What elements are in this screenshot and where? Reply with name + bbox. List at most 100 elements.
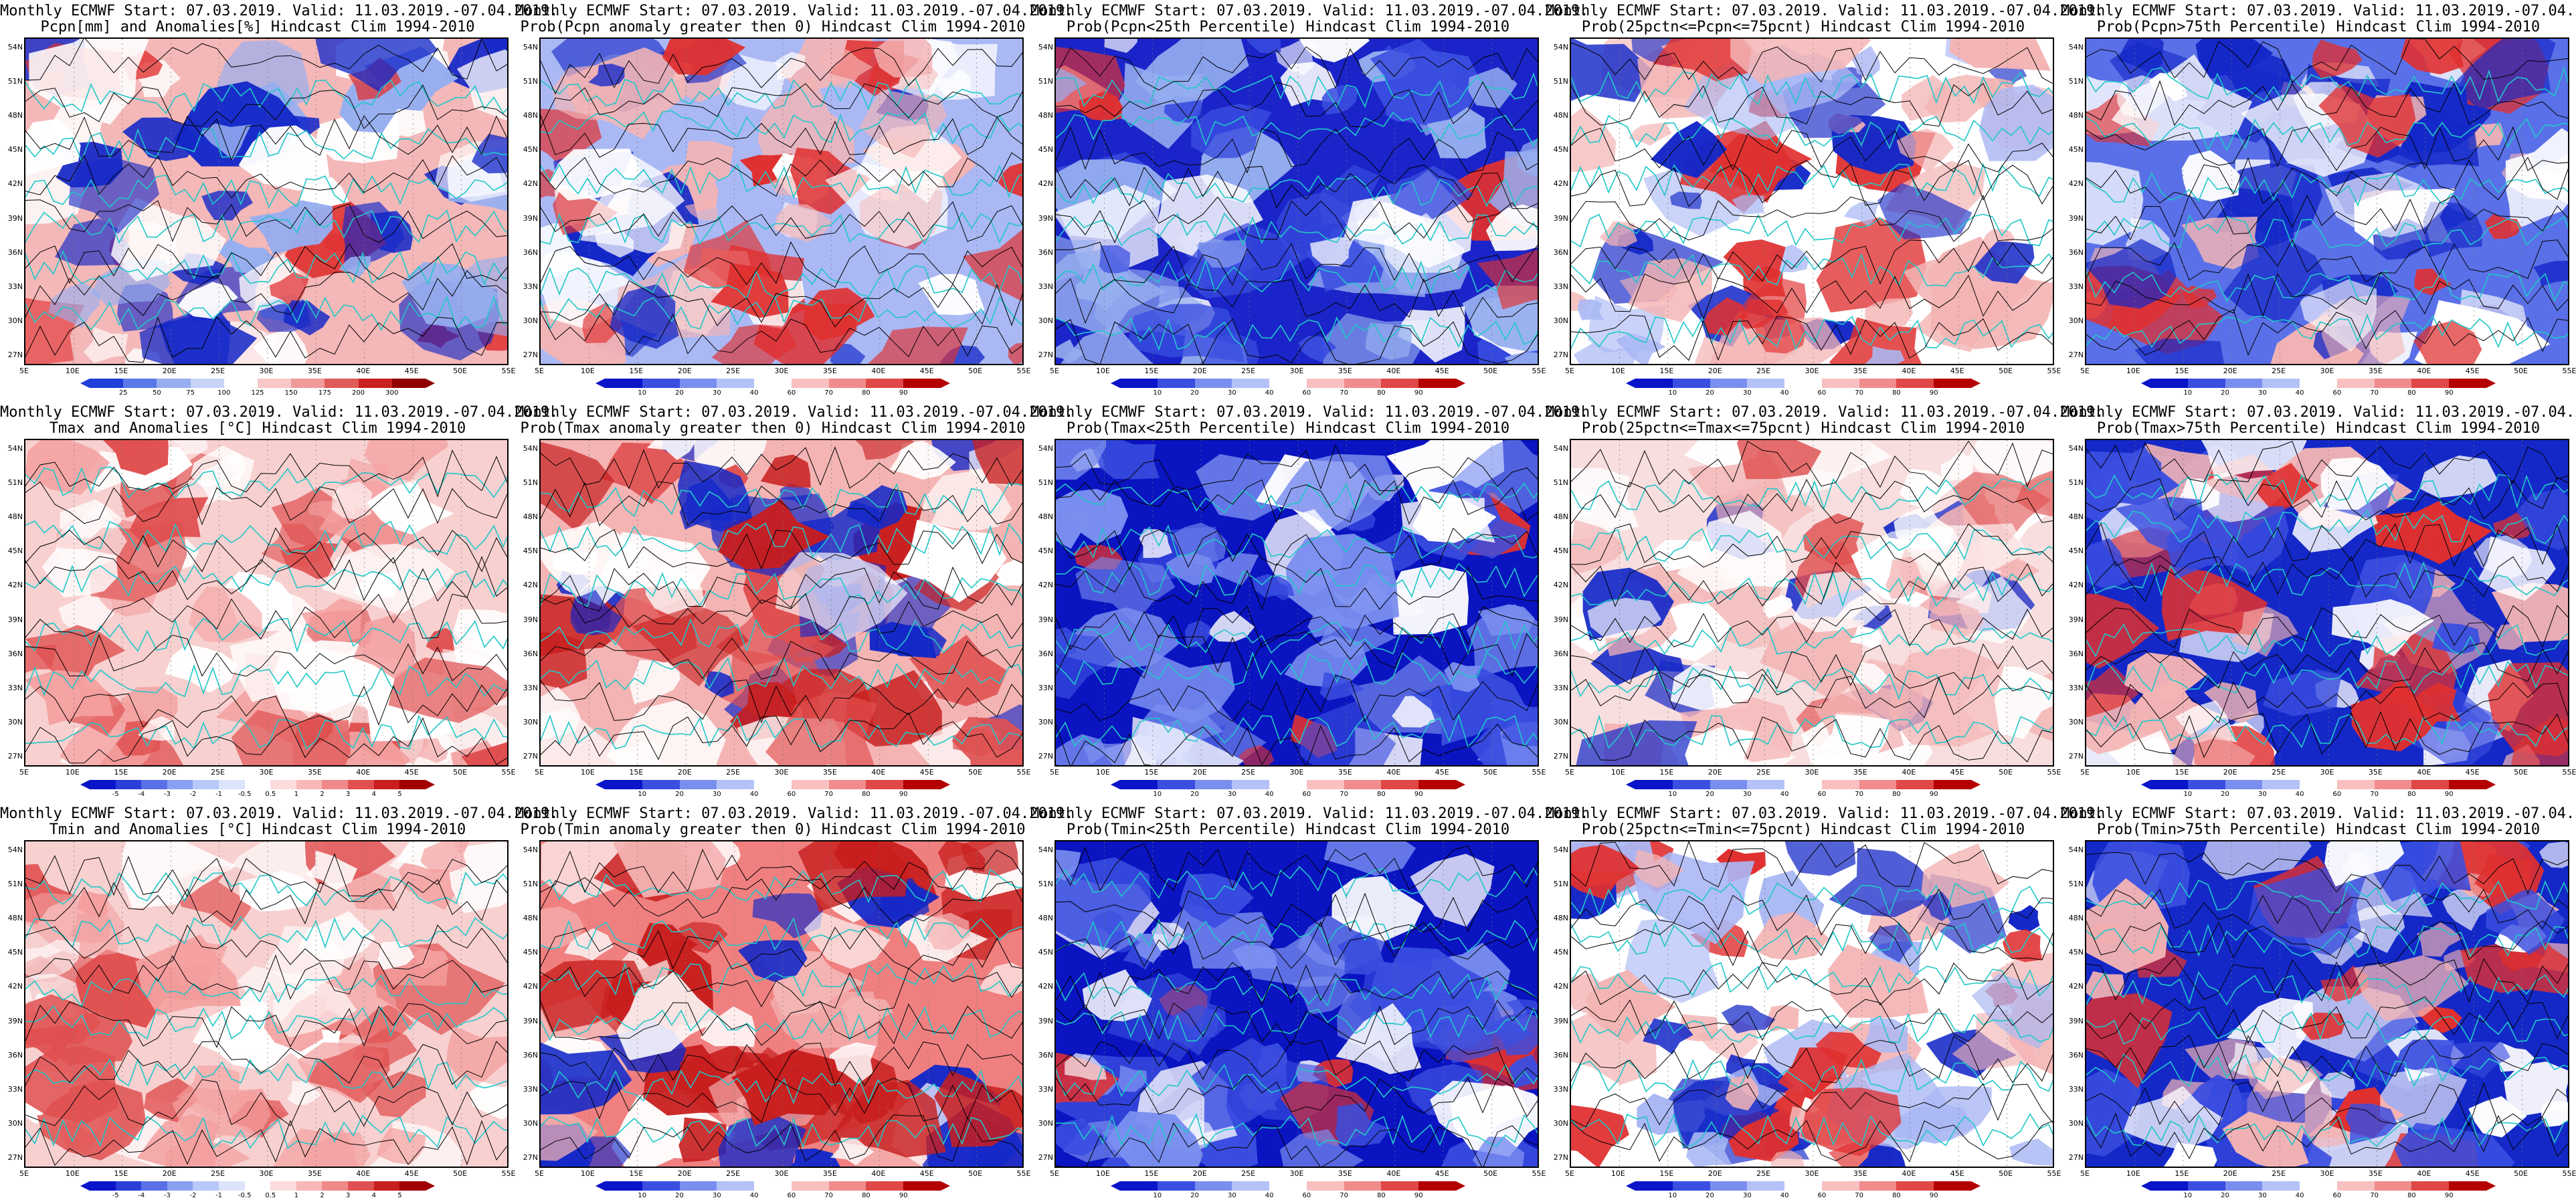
anomaly-blob xyxy=(830,1137,875,1166)
longitude-label: 45E xyxy=(404,367,419,375)
panel-title-line1: Monthly ECMWF Start: 07.03.2019. Valid: … xyxy=(515,404,1074,421)
longitude-label: 40E xyxy=(2417,768,2431,777)
map-field xyxy=(24,840,509,1168)
latitude-label: 33N xyxy=(1038,683,1053,692)
anomaly-blob xyxy=(1331,876,1424,942)
longitude-label: 20E xyxy=(162,1169,177,1178)
colorbar-swatch xyxy=(1821,780,1859,789)
longitude-label: 50E xyxy=(1483,367,1498,375)
anomaly-blob xyxy=(1191,103,1272,159)
coastline xyxy=(1571,315,2053,350)
anomaly-blob xyxy=(827,1042,877,1084)
latitude-label: 36N xyxy=(2068,247,2084,257)
longitude-label: 25E xyxy=(1241,1169,1256,1178)
anomaly-blob xyxy=(963,229,1022,302)
longitude-label: 50E xyxy=(1999,1169,2013,1178)
colorbar-swatch xyxy=(325,379,359,388)
anomaly-blob xyxy=(2452,39,2556,110)
contour-line xyxy=(1571,1082,2053,1128)
anomaly-blob xyxy=(1056,440,1107,480)
anomaly-blob xyxy=(563,47,685,140)
anomaly-blob xyxy=(2108,269,2223,355)
map-field xyxy=(2085,840,2569,1168)
longitude-label: 40E xyxy=(1386,768,1401,777)
colorbar-arrow-left xyxy=(80,379,90,388)
longitude-label: 10E xyxy=(2126,768,2140,777)
coastline xyxy=(25,714,507,750)
coastline xyxy=(1571,1112,2053,1147)
colorbar-tick-label: -4 xyxy=(138,1192,145,1199)
anomaly-blob xyxy=(1238,744,1275,765)
colorbar-swatch xyxy=(296,1181,323,1191)
map-panel-5: Monthly ECMWF Start: 07.03.2019. Valid: … xyxy=(2061,0,2576,401)
coastline xyxy=(541,110,1022,144)
map-field xyxy=(1054,840,1539,1168)
latitude-label: 33N xyxy=(2068,282,2084,291)
longitude-label: 50E xyxy=(453,768,468,777)
contour-line xyxy=(541,593,1022,639)
anomaly-blob xyxy=(2181,216,2260,270)
anomaly-blob xyxy=(851,1096,889,1124)
colorbar-tick-label: 60 xyxy=(1302,791,1311,798)
latitude-label: 30N xyxy=(2068,1118,2084,1128)
anomaly-blob xyxy=(1865,298,1914,328)
latitude-label: 51N xyxy=(1553,478,1568,488)
contour-line xyxy=(1056,962,1538,1011)
contour-line xyxy=(25,84,507,129)
anomaly-blob xyxy=(1929,598,1985,637)
coastline xyxy=(541,962,1022,997)
coastline xyxy=(2086,561,2568,597)
colorbar-tick-label: 90 xyxy=(1929,791,1938,798)
anomaly-blob xyxy=(1309,237,1354,267)
colorbar-tick-label: 20 xyxy=(1190,389,1199,397)
colorbar-swatch xyxy=(1306,379,1344,388)
longitude-label: 40E xyxy=(871,367,886,375)
colorbar-swatch xyxy=(1269,1181,1307,1191)
colorbar-swatch xyxy=(1747,379,1785,388)
anomaly-blob xyxy=(1318,613,1397,658)
contour-line xyxy=(1571,961,2053,1006)
longitude-label: 15E xyxy=(1659,1169,1674,1178)
anomaly-blob xyxy=(1477,249,1538,310)
colorbar-swatch xyxy=(903,1181,941,1191)
coastline xyxy=(541,522,1022,558)
colorbar-arrow-right xyxy=(1456,379,1466,388)
latitude-label: 33N xyxy=(1553,282,1568,291)
contour-line xyxy=(1056,241,1538,286)
panel-title-line1: Monthly ECMWF Start: 07.03.2019. Valid: … xyxy=(515,3,1074,19)
contour-line xyxy=(541,877,1022,924)
contour-line xyxy=(541,528,1022,570)
panel-title-line2: Prob(Tmin anomaly greater then 0) Hindca… xyxy=(520,821,1026,838)
contour-line xyxy=(2086,957,2568,1003)
contour-line xyxy=(2086,851,2568,895)
longitude-label: 15E xyxy=(2175,768,2189,777)
anomaly-blob xyxy=(265,926,346,988)
anomaly-blob xyxy=(2111,54,2253,141)
contour-line xyxy=(2086,605,2568,649)
colorbar-swatch xyxy=(1635,1181,1673,1191)
colorbar-swatch xyxy=(2187,1181,2225,1191)
coastline xyxy=(25,1005,507,1040)
colorbar-swatch xyxy=(2411,1181,2450,1191)
anomaly-blob xyxy=(1723,239,1786,283)
colorbar-swatch xyxy=(2225,780,2263,789)
colorbar-tick-label: 20 xyxy=(1706,791,1714,798)
colorbar-swatch xyxy=(1934,780,1972,789)
contour-line xyxy=(1056,527,1538,571)
contour-line xyxy=(541,114,1022,158)
anomaly-blob xyxy=(630,660,680,705)
colorbar-swatch xyxy=(1934,379,1972,388)
map-panel-11: Monthly ECMWF Start: 07.03.2019. Valid: … xyxy=(0,803,558,1204)
colorbar-swatch xyxy=(1635,780,1673,789)
contour-line xyxy=(25,1001,507,1048)
colorbar-arrow-left xyxy=(1111,780,1120,789)
latitude-label: 30N xyxy=(1553,1118,1568,1128)
colorbar xyxy=(80,379,436,388)
panel-title-line2: Prob(Tmin<25th Percentile) Hindcast Clim… xyxy=(1066,821,1510,838)
anomaly-blob xyxy=(1107,931,1140,953)
longitude-label: 35E xyxy=(307,367,322,375)
colorbar-tick-label: 70 xyxy=(1340,389,1349,397)
latitude-label: 54N xyxy=(1038,43,1053,52)
latitude-label: 42N xyxy=(1553,179,1568,189)
colorbar-tick-label: 40 xyxy=(749,791,759,798)
